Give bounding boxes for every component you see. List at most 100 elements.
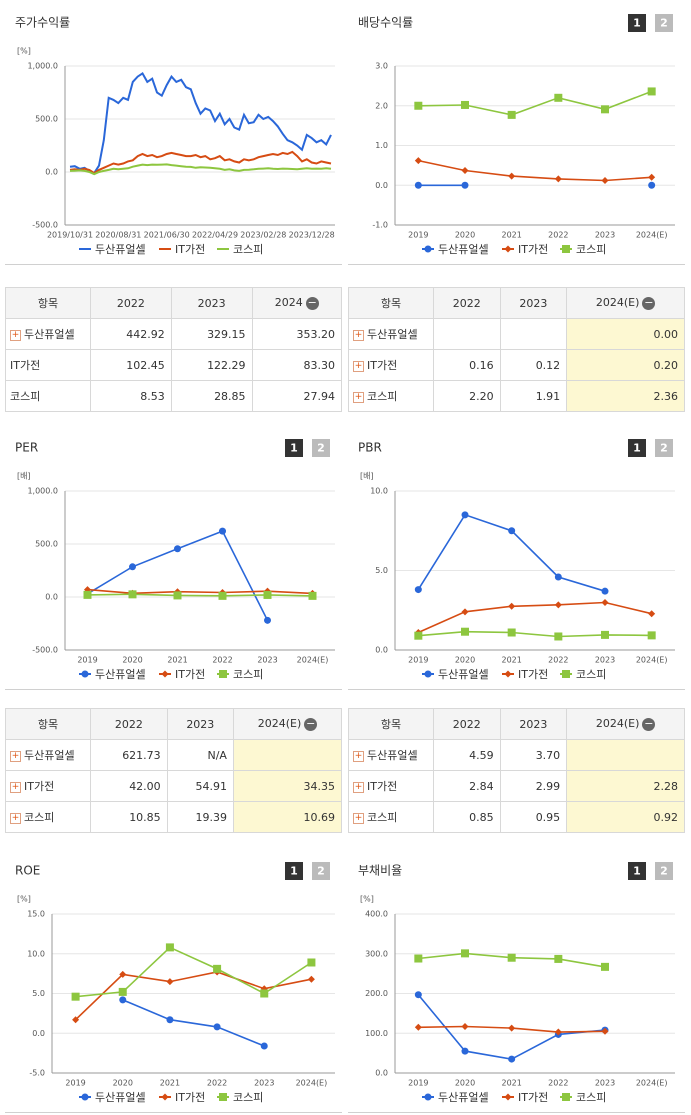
marker xyxy=(166,978,174,986)
y-tick-label: 200.0 xyxy=(365,989,388,998)
cell-value: 27.94 xyxy=(303,389,336,403)
page-button[interactable] xyxy=(312,439,330,457)
expand-button[interactable]: + xyxy=(353,329,364,341)
page-button-label: 2 xyxy=(317,865,325,878)
header-text: 2022 xyxy=(452,717,481,731)
row-name-cell: + IT가전 xyxy=(5,770,91,802)
page-button[interactable] xyxy=(285,862,303,880)
marker xyxy=(601,587,609,595)
expand-button[interactable]: + xyxy=(10,329,21,341)
x-tick-label: 2022 xyxy=(548,231,568,240)
collapse-button[interactable]: − xyxy=(642,716,656,731)
data-table: 항목 2022 2023 2024− + 두산퓨얼셀 442.92 329.15 353.20 I… xyxy=(5,287,343,412)
marker xyxy=(601,598,609,606)
y-tick-label: 0.0 xyxy=(45,593,58,602)
value-cell: 27.94 xyxy=(251,380,343,412)
page-button[interactable] xyxy=(655,14,673,32)
chart-panel: 주가수익률 [%] -500.0 0.0 500.0 1,000.0 2019/10/31 2… xyxy=(5,5,342,265)
cell-value: 8.53 xyxy=(140,389,165,403)
row-name-cell: IT가전 xyxy=(5,349,91,381)
marker xyxy=(118,987,127,996)
marker xyxy=(508,602,516,610)
series-line xyxy=(418,159,652,182)
value-cell: 3.70 xyxy=(499,739,568,771)
marker xyxy=(554,601,562,609)
value-cell: 353.20 xyxy=(251,318,343,350)
legend-marker xyxy=(81,670,89,678)
cell-value: 2.99 xyxy=(535,779,561,793)
collapse-button[interactable]: − xyxy=(642,295,656,310)
page-button[interactable] xyxy=(655,862,673,880)
page-button[interactable] xyxy=(285,439,303,457)
marker xyxy=(554,175,562,183)
expand-button[interactable]: + xyxy=(10,781,21,793)
page-button[interactable] xyxy=(628,14,646,32)
value-cell: 0.12 xyxy=(499,349,568,381)
value-cell: 329.15 xyxy=(170,318,253,350)
x-tick-label: 2021 xyxy=(501,231,521,240)
marker xyxy=(219,527,226,535)
value-cell: 2.99 xyxy=(499,770,568,802)
page-button-label: 2 xyxy=(660,17,668,30)
cell-value: 3.70 xyxy=(535,748,561,762)
legend-label: IT가전 xyxy=(518,1091,548,1104)
header-text: 2024(E) xyxy=(257,717,302,731)
collapse-button[interactable]: − xyxy=(305,295,319,310)
header-cell: 항목 xyxy=(5,708,91,740)
marker xyxy=(166,1016,174,1024)
y-tick-label: 1,000.0 xyxy=(27,487,58,496)
expand-button[interactable]: + xyxy=(353,360,364,372)
marker xyxy=(129,563,136,571)
y-tick-label: -5.0 xyxy=(29,1069,45,1078)
chart: 배당수익률 1 2 -1.0 0.0 1.0 2.0 3.0 2019 2020 2021 2022 2… xyxy=(358,14,675,256)
collapse-button[interactable]: − xyxy=(304,716,318,731)
cell-value: 28.85 xyxy=(214,389,246,403)
expand-button[interactable]: + xyxy=(353,750,364,762)
marker xyxy=(414,157,422,165)
value-cell: 122.29 xyxy=(170,349,253,381)
marker xyxy=(648,181,656,189)
x-tick-label: 2023 xyxy=(595,656,615,665)
marker xyxy=(461,608,469,616)
header-row: 항목 2022 2023 2024− xyxy=(5,287,343,319)
marker xyxy=(213,964,222,973)
table-row: + 두산퓨얼셀 621.73 N/A xyxy=(5,739,343,771)
expand-button[interactable]: + xyxy=(353,781,364,793)
value-cell: 1.91 xyxy=(499,380,568,412)
row-name: 코스피 xyxy=(367,390,398,403)
cell-value: N/A xyxy=(207,748,227,762)
expand-button[interactable]: + xyxy=(10,812,21,824)
expand-button[interactable]: + xyxy=(353,391,364,403)
expand-button[interactable]: + xyxy=(353,812,364,824)
x-tick-label: 2023/12/28 xyxy=(289,231,335,240)
value-cell: 34.35 xyxy=(232,770,343,802)
page-button[interactable] xyxy=(628,439,646,457)
y-tick-label: 400.0 xyxy=(365,910,388,919)
x-tick-label: 2019 xyxy=(408,231,428,240)
marker xyxy=(174,545,181,553)
chart-panel: PBR 1 2 [배] 0.0 5.0 10.0 2019 2020 2021 2022 2023 20… xyxy=(348,430,685,690)
x-tick-label: 2021 xyxy=(501,656,521,665)
page-button-label: 2 xyxy=(317,442,325,455)
y-tick-label: 1,000.0 xyxy=(27,62,58,71)
page-button[interactable] xyxy=(628,862,646,880)
marker xyxy=(461,167,469,175)
expand-button[interactable]: + xyxy=(10,750,21,762)
row-name: 두산퓨얼셀 xyxy=(24,328,75,341)
page-button[interactable] xyxy=(312,862,330,880)
marker xyxy=(72,1016,80,1024)
row-name-cell: + 두산퓨얼셀 xyxy=(5,739,91,771)
x-tick-label: 2020 xyxy=(122,656,142,665)
value-cell: 0.95 xyxy=(499,801,568,833)
table-row: + 코스피 2.20 1.91 2.36 xyxy=(348,380,685,412)
row-name-cell: + 두산퓨얼셀 xyxy=(5,318,91,350)
header-row: 항목 2022 2023 2024(E) − xyxy=(348,287,685,319)
marker xyxy=(165,943,174,952)
marker xyxy=(554,1028,562,1036)
page-button-label: 1 xyxy=(290,442,298,455)
series-line xyxy=(418,90,652,116)
marker xyxy=(260,1042,268,1050)
value-cell: 28.85 xyxy=(170,380,253,412)
page-button[interactable] xyxy=(655,439,673,457)
cell-value: 4.59 xyxy=(469,748,494,762)
